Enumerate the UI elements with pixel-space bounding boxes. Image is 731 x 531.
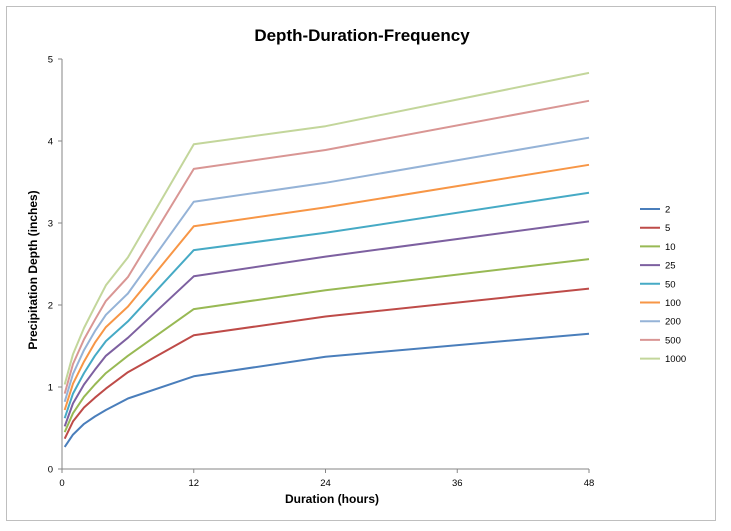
y-tick-label: 5: [48, 55, 53, 66]
legend-label-500: 500: [665, 335, 681, 346]
series-line-50: [63, 191, 590, 419]
legend-label-200: 200: [665, 317, 681, 328]
series-lines: [63, 71, 590, 448]
x-tick-label: 0: [59, 478, 64, 489]
chart-frame: Depth-Duration-Frequency 0 1 2 3 4 5 0 12 24 36 48…: [6, 6, 716, 521]
legend-label-1000: 1000: [665, 354, 686, 365]
legend-label-50: 50: [665, 279, 676, 290]
series-line-5: [63, 287, 590, 440]
y-tick-label: 4: [48, 137, 53, 148]
x-tick-label: 12: [188, 478, 199, 489]
x-tick-label: 48: [584, 478, 595, 489]
y-tick-label: 2: [48, 301, 53, 312]
series-line-2: [63, 332, 590, 448]
y-tick-label: 3: [48, 219, 53, 230]
series-line-10: [63, 258, 590, 433]
x-tick-label: 36: [452, 478, 463, 489]
chart-title: Depth-Duration-Frequency: [254, 26, 470, 45]
legend-label-25: 25: [665, 261, 676, 272]
x-tick-label: 24: [320, 478, 331, 489]
x-axis-title: Duration (hours): [285, 492, 379, 506]
legend-label-2: 2: [665, 205, 670, 216]
legend-label-100: 100: [665, 298, 681, 309]
legend-label-5: 5: [665, 223, 670, 234]
legend-label-10: 10: [665, 242, 676, 253]
series-line-100: [63, 163, 590, 411]
series-line-200: [63, 136, 590, 403]
series-line-25: [63, 220, 590, 427]
y-tick-label: 0: [48, 465, 53, 476]
y-tick-label: 1: [48, 383, 53, 394]
y-axis-title: Precipitation Depth (inches): [26, 190, 40, 349]
series-line-500: [63, 99, 590, 394]
series-line-1000: [63, 71, 590, 385]
